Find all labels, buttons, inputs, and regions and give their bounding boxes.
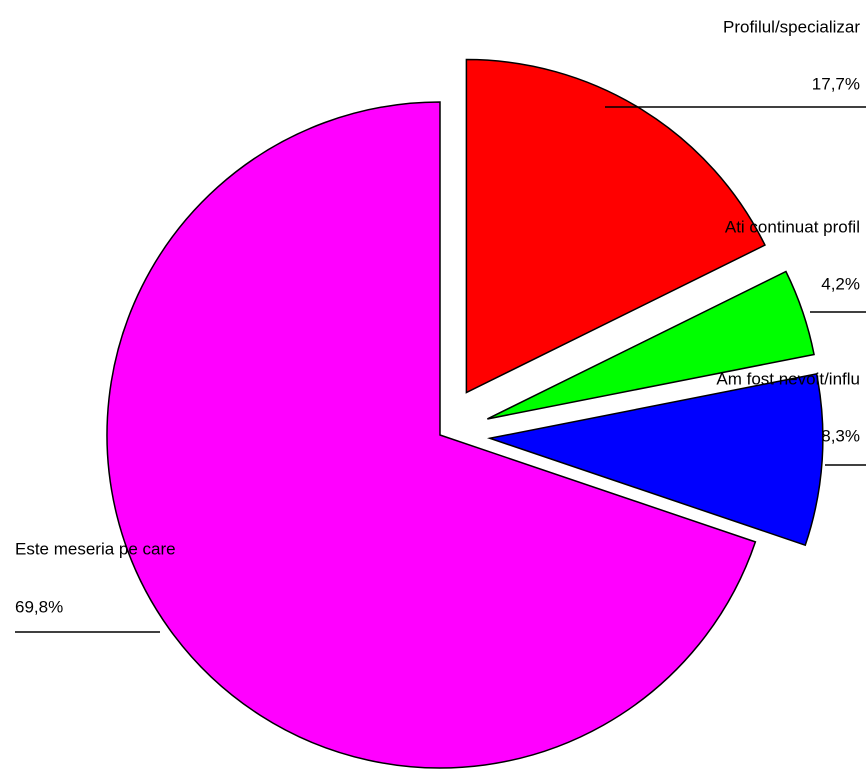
- pie-slice: [486, 372, 824, 547]
- pie-slice: [106, 101, 757, 769]
- slice-label: Este meseria pe care: [15, 539, 176, 558]
- slice-value-label: 69,8%: [15, 597, 63, 616]
- slice-label: Ati continuat profil: [725, 217, 860, 236]
- slice-value-label: 8,3%: [821, 426, 860, 445]
- slice-label: Am fost nevoit/influ: [716, 369, 860, 388]
- slice-label: Profilul/specializar: [723, 17, 860, 36]
- slice-value-label: 17,7%: [812, 74, 860, 93]
- pie-slice: [465, 58, 766, 394]
- slice-value-label: 4,2%: [821, 274, 860, 293]
- pie-slice: [487, 270, 815, 420]
